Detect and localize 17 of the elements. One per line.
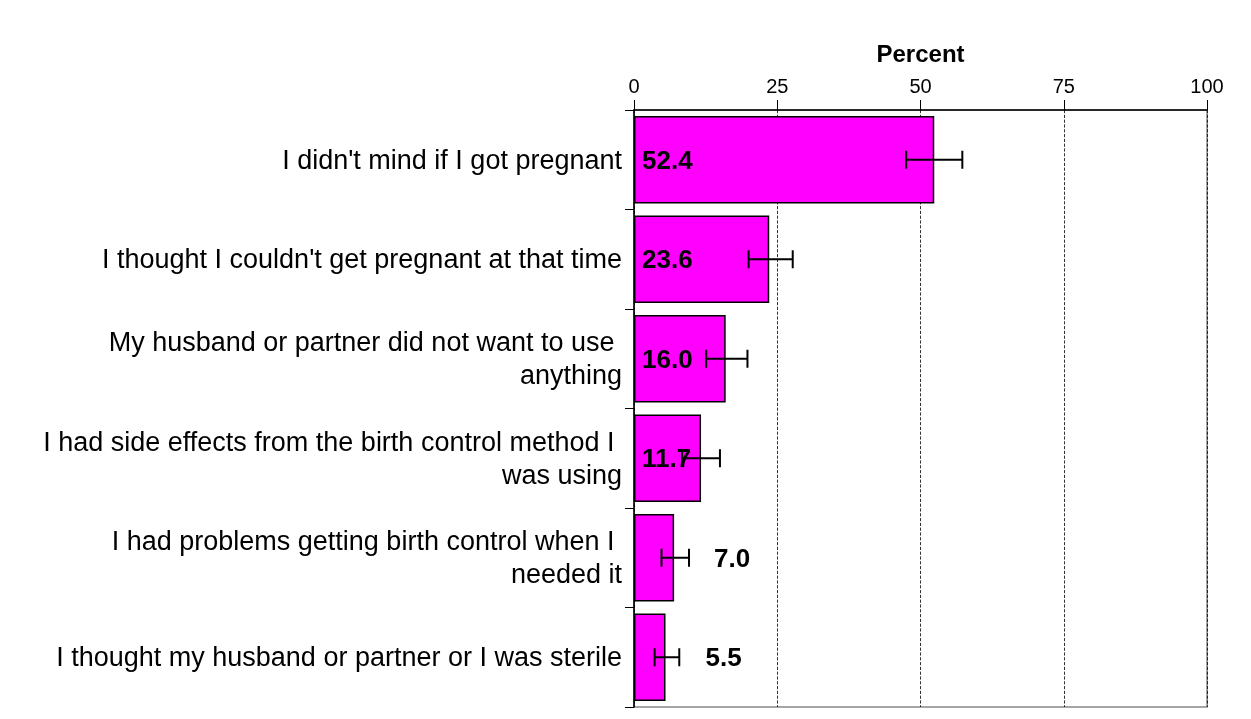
x-tick-label: 25 xyxy=(766,75,789,97)
y-tick-label: I had side effects from the birth control method I was using xyxy=(43,426,622,490)
y-tick-label: I thought my husband or partner or I was sterile xyxy=(56,642,622,673)
data-label: 16.0 xyxy=(642,343,693,374)
data-label: 5.5 xyxy=(705,642,742,673)
data-label: 52.4 xyxy=(642,144,694,175)
x-tick-label: 75 xyxy=(1052,75,1075,97)
y-tick-label: My husband or partner did not want to use anything xyxy=(108,327,622,391)
x-axis-title: Percent xyxy=(876,39,965,67)
x-tick-label: 100 xyxy=(1190,75,1224,97)
data-label: 23.6 xyxy=(642,244,693,275)
x-tick-label: 0 xyxy=(628,75,640,97)
data-label: 7.0 xyxy=(714,542,751,573)
x-tick-label: 50 xyxy=(909,75,932,97)
y-tick-label: I had problems getting birth control when I needed it xyxy=(111,526,623,590)
y-tick-label: I didn't mind if I got pregnant xyxy=(282,144,623,175)
y-tick-label: I thought I couldn't get pregnant at that time xyxy=(101,244,622,275)
